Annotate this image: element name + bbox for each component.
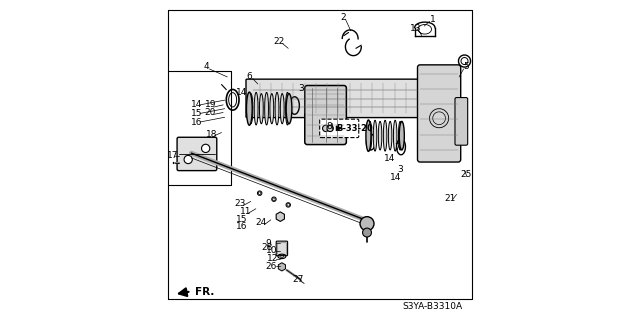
FancyBboxPatch shape	[455, 98, 468, 145]
Text: 16: 16	[236, 222, 248, 231]
Text: 9: 9	[266, 239, 271, 248]
Text: 10: 10	[266, 247, 278, 256]
Ellipse shape	[275, 93, 279, 125]
Circle shape	[323, 125, 329, 131]
Text: 8: 8	[326, 122, 332, 131]
Circle shape	[272, 197, 276, 201]
Text: 3: 3	[397, 166, 403, 174]
Text: 1: 1	[430, 15, 436, 24]
Text: 21: 21	[445, 194, 456, 203]
FancyBboxPatch shape	[177, 137, 217, 171]
Ellipse shape	[265, 93, 268, 125]
Circle shape	[327, 125, 333, 131]
Text: 14: 14	[383, 154, 395, 163]
Text: 12: 12	[268, 255, 278, 263]
Text: 18: 18	[205, 130, 217, 139]
Ellipse shape	[246, 92, 252, 125]
Ellipse shape	[286, 93, 292, 124]
Circle shape	[287, 204, 289, 206]
FancyBboxPatch shape	[246, 79, 422, 118]
Ellipse shape	[249, 93, 253, 124]
Text: 4: 4	[204, 62, 209, 71]
Text: 23: 23	[234, 199, 246, 208]
Text: 19: 19	[205, 100, 216, 109]
Text: 14: 14	[390, 174, 401, 182]
Circle shape	[257, 191, 262, 196]
Ellipse shape	[259, 93, 263, 124]
Ellipse shape	[394, 120, 397, 151]
Text: 24: 24	[255, 218, 267, 227]
Text: B-33-20: B-33-20	[336, 124, 372, 133]
Ellipse shape	[399, 122, 404, 150]
Ellipse shape	[378, 122, 382, 150]
Circle shape	[360, 217, 374, 231]
Text: FR.: FR.	[195, 287, 215, 297]
Ellipse shape	[285, 93, 289, 125]
Text: 22: 22	[274, 37, 285, 46]
FancyBboxPatch shape	[417, 65, 461, 162]
Text: 2: 2	[340, 13, 346, 22]
Ellipse shape	[270, 93, 274, 124]
Circle shape	[286, 203, 291, 207]
Text: S3YA-B3310A: S3YA-B3310A	[403, 302, 463, 311]
Text: 26: 26	[265, 262, 276, 271]
Text: 15: 15	[236, 215, 248, 224]
Circle shape	[273, 198, 275, 200]
Ellipse shape	[373, 120, 377, 151]
Circle shape	[202, 144, 210, 152]
FancyBboxPatch shape	[320, 119, 359, 137]
Text: 17: 17	[166, 151, 178, 160]
FancyBboxPatch shape	[278, 243, 286, 255]
FancyBboxPatch shape	[276, 241, 287, 256]
Text: 20: 20	[205, 108, 216, 117]
Ellipse shape	[366, 120, 371, 152]
Text: 13: 13	[410, 24, 422, 33]
Text: 7: 7	[394, 143, 400, 152]
Text: 25: 25	[460, 170, 472, 179]
Ellipse shape	[368, 122, 372, 150]
Text: 3: 3	[298, 85, 304, 93]
Text: 27: 27	[292, 275, 304, 284]
Text: 16: 16	[191, 117, 202, 127]
Text: 6: 6	[246, 72, 252, 81]
Circle shape	[259, 192, 261, 195]
Ellipse shape	[388, 122, 392, 150]
Ellipse shape	[399, 122, 402, 150]
Text: 11: 11	[239, 207, 251, 216]
Text: 14: 14	[191, 100, 202, 109]
Ellipse shape	[254, 93, 258, 125]
Circle shape	[184, 155, 193, 164]
Text: 15: 15	[191, 109, 202, 118]
Ellipse shape	[280, 93, 284, 124]
Text: 5: 5	[463, 62, 469, 71]
Text: 14: 14	[236, 88, 247, 97]
Text: 28: 28	[261, 243, 273, 252]
Circle shape	[362, 228, 371, 237]
FancyBboxPatch shape	[305, 85, 346, 145]
Ellipse shape	[383, 120, 387, 151]
